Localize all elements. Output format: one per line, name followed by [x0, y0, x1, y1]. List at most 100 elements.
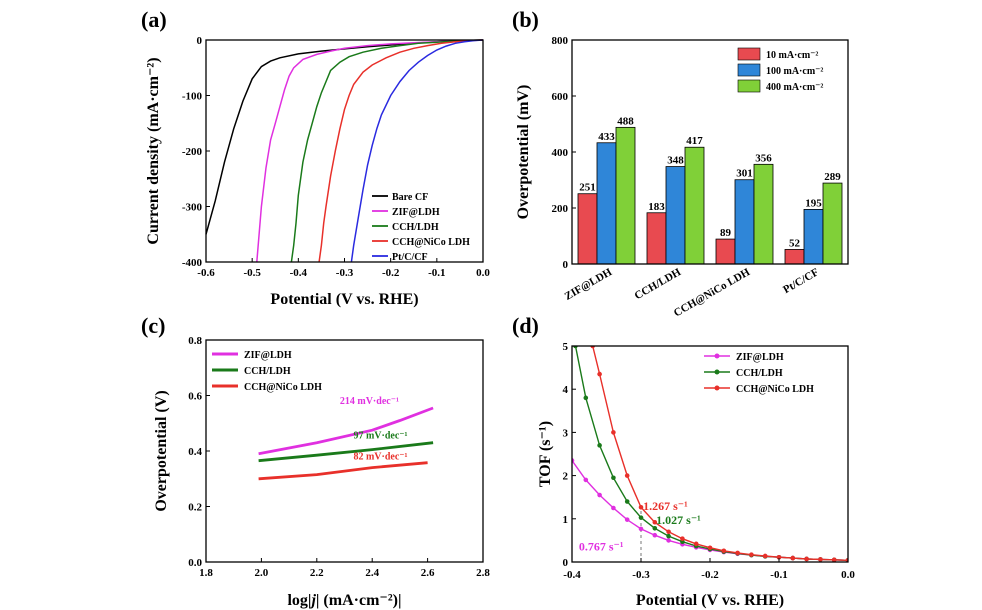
panel-b-bar-value-label: 89: [720, 227, 732, 239]
panel-c-x-tick-label: 2.0: [255, 567, 269, 579]
panel-b-y-axis-label: Overpotential (mV): [515, 85, 532, 220]
panel-d-data-point: [666, 529, 671, 535]
panel-d-x-axis-label: Potential (V vs. RHE): [636, 592, 784, 609]
panel-a-y-tick-label: -100: [182, 91, 203, 103]
panel-d-data-point: [790, 555, 796, 561]
panel-b-bar-value-label: 289: [824, 171, 841, 183]
panel-c-y-tick-label: 0.0: [188, 557, 202, 569]
panel-d-data-point: [611, 505, 616, 511]
panel-b-bar: [734, 179, 755, 265]
panel-d-data-point: [624, 517, 630, 522]
panel-d-data-point: [624, 499, 630, 504]
panel-b-bar: [646, 212, 667, 265]
panel-b-legend-swatch: [737, 63, 761, 77]
panel-b-bar-value-label: 251: [579, 182, 596, 194]
panel-c-series-line: [258, 406, 434, 456]
panel-c: (c) 214 mV·dec⁻¹ 97 mV·dec⁻¹ 82 mV·dec⁻¹ 1.8…: [141, 313, 490, 609]
panel-a-y-axis-label: Current density (mA·cm⁻²): [145, 57, 162, 244]
panel-a-plot-frame: [205, 39, 484, 263]
panel-a-legend-label: ZIF@LDH: [392, 207, 440, 218]
panel-d-legend-marker: [714, 369, 720, 375]
panel-d-legend-label: CCH/LDH: [736, 368, 783, 379]
panel-a-legend-label: Pt/C/CF: [392, 252, 428, 263]
panel-a: (a) -0.6 -0.5 -0.4 -0.3 -0.2 -0.1 0.0 -400 -300 -2…: [141, 7, 490, 308]
panel-c-x-tick-label: 2.2: [310, 567, 324, 579]
panel-c-x-tick-label: 1.8: [199, 567, 213, 579]
panel-d-data-point: [652, 532, 658, 538]
panel-b-y-tick-label: 800: [552, 35, 569, 47]
panel-a-x-tick-label: -0.5: [243, 267, 261, 279]
panel-d-data-point: [597, 371, 602, 377]
panel-d-data-point: [804, 556, 809, 562]
panel-a-x-tick-label: -0.3: [336, 267, 354, 279]
panel-d-data-point: [707, 545, 713, 551]
panel-b-bar: [803, 208, 824, 265]
panel-b-bar-value-label: 488: [617, 115, 634, 127]
panel-c-legend-label: CCH@NiCo LDH: [244, 382, 322, 393]
panel-d-tof-annotation: 1.267 s⁻¹: [643, 499, 688, 513]
panel-b-category-label: CCH@NiCo LDH: [672, 266, 753, 319]
panel-b-bar: [822, 182, 843, 265]
panel-c-slope-annotation: 82 mV·dec⁻¹: [353, 451, 407, 462]
panel-b-y-tick-label: 400: [552, 147, 569, 159]
panel-b-y-tick-label: 0: [563, 259, 569, 271]
panel-b-legend-label: 10 mA·cm⁻²: [766, 50, 818, 61]
panel-c-series-line: [258, 441, 434, 463]
panel-d-data-point: [666, 538, 671, 543]
panel-a-y-tick-label: -400: [182, 257, 203, 269]
panel-b-bar: [596, 142, 617, 265]
panel-b-bar-value-label: 195: [805, 197, 822, 209]
panel-d-data-point: [831, 557, 837, 562]
panel-d: (d) 1.267 s⁻¹1.027 s⁻¹ 0.767 s⁻¹ -0.4 -0.3 -0…: [512, 313, 855, 609]
panel-d-legend-label: CCH@NiCo LDH: [736, 384, 814, 395]
panel-d-data-point: [638, 504, 644, 510]
panel-c-x-tick-label: 2.4: [365, 567, 379, 579]
panel-a-x-tick-label: -0.4: [290, 267, 308, 279]
panel-c-label: (c): [141, 313, 165, 338]
panel-d-data-point: [611, 430, 616, 435]
panel-c-slope-annotation: 214 mV·dec⁻¹: [340, 396, 399, 407]
panel-d-label: (d): [512, 313, 539, 338]
panel-c-legend-label: CCH/LDH: [244, 366, 291, 377]
panel-d-y-tick-label: 5: [563, 341, 569, 353]
panel-a-x-tick-label: 0.0: [476, 267, 490, 279]
panel-b-bar: [684, 146, 705, 265]
panel-d-data-point: [583, 395, 589, 401]
panel-c-y-tick-label: 0.6: [188, 391, 202, 403]
panel-b-bar: [577, 193, 598, 265]
panel-b-legend-label: 400 mA·cm⁻²: [766, 82, 823, 93]
panel-d-data-point: [693, 541, 699, 547]
panel-c-x-tick-label: 2.6: [421, 567, 435, 579]
panel-d-data-point: [597, 492, 602, 498]
panel-a-x-tick-label: -0.1: [428, 267, 445, 279]
panel-d-data-point: [652, 526, 658, 531]
panel-a-series-line: [205, 39, 484, 235]
panel-d-data-point: [624, 473, 630, 478]
panel-d-legend-marker: [714, 385, 720, 391]
panel-c-y-tick-label: 0.2: [188, 502, 202, 514]
panel-d-x-tick-label: -0.3: [632, 569, 650, 581]
panel-a-y-tick-label: -200: [182, 146, 203, 158]
panel-d-y-tick-label: 2: [563, 471, 569, 483]
panel-d-data-point: [818, 557, 823, 562]
panel-d-x-tick-label: -0.4: [563, 569, 581, 581]
panel-c-slope-annotation: 97 mV·dec⁻¹: [353, 431, 407, 442]
panel-a-x-tick-label: -0.2: [382, 267, 400, 279]
panel-c-x-axis-label: log|j| (mA·cm⁻²)|: [287, 592, 401, 609]
panel-b-bar-value-label: 356: [755, 152, 772, 164]
panel-d-legend-marker: [714, 353, 720, 359]
panel-a-y-tick-label: -300: [182, 202, 203, 214]
panel-a-series-line: [256, 39, 484, 263]
panel-d-x-tick-label: 0.0: [841, 569, 855, 581]
panel-d-series-line: [592, 346, 848, 561]
panel-d-series-line: [574, 346, 848, 561]
panel-b-label: (b): [512, 7, 539, 32]
panel-b-legend-label: 100 mA·cm⁻²: [766, 66, 823, 77]
panel-d-x-tick-label: -0.1: [770, 569, 787, 581]
panel-b-bar-value-label: 433: [598, 131, 615, 143]
panel-b-bar: [784, 249, 805, 265]
panel-b-bar-value-label: 348: [667, 155, 684, 167]
panel-b-bar: [715, 238, 736, 265]
panel-d-y-tick-label: 0: [563, 557, 569, 569]
